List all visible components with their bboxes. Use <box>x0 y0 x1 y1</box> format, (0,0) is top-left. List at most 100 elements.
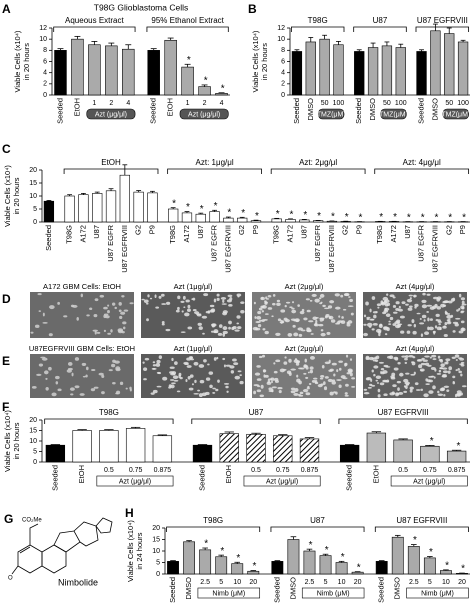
cell <box>372 323 378 326</box>
cell <box>218 324 223 328</box>
cell <box>273 362 276 365</box>
cell <box>408 294 413 297</box>
cell <box>143 367 148 371</box>
cell <box>405 383 410 386</box>
bar <box>199 549 212 575</box>
cell <box>158 295 162 299</box>
cell <box>183 306 186 309</box>
cell <box>314 298 320 303</box>
cell <box>324 307 330 310</box>
bar <box>291 51 303 96</box>
cell <box>382 379 388 383</box>
group-label: 95% Ethanol Extract <box>151 16 224 25</box>
cell <box>294 358 298 361</box>
bar <box>333 44 344 96</box>
cell <box>328 369 333 372</box>
group-bracket <box>63 168 159 174</box>
cell <box>375 379 378 382</box>
cell <box>426 311 429 313</box>
cell <box>304 358 307 363</box>
cell <box>119 315 123 320</box>
cell <box>436 306 442 310</box>
cell <box>205 310 210 314</box>
cell <box>220 296 227 300</box>
cell <box>81 362 87 366</box>
structure: G CO₂Me O Nimbolide <box>4 512 113 587</box>
cell <box>318 323 324 327</box>
cell <box>93 314 98 318</box>
significance-star: * <box>187 55 191 66</box>
cell <box>403 378 409 383</box>
cell <box>234 329 240 332</box>
y-tick-label: 4 <box>281 70 285 77</box>
cell <box>371 369 374 373</box>
cell <box>180 331 186 333</box>
group-bracket <box>167 168 262 174</box>
cell <box>460 320 465 324</box>
cell <box>396 380 401 384</box>
cell <box>190 358 195 361</box>
cell <box>107 304 110 307</box>
bond <box>19 546 31 554</box>
cell <box>70 393 74 396</box>
cell <box>229 365 235 369</box>
cell <box>443 385 450 388</box>
cell <box>156 359 161 364</box>
cell <box>397 362 401 365</box>
cell <box>194 311 200 315</box>
cell <box>203 293 209 297</box>
cell <box>48 333 53 337</box>
cell <box>365 377 370 381</box>
bar <box>423 557 436 575</box>
bar <box>319 555 332 575</box>
cell <box>309 366 314 370</box>
cell <box>292 324 296 328</box>
group-label: T98G <box>99 408 119 417</box>
cell <box>253 301 256 305</box>
cell <box>258 355 263 359</box>
y-axis-label: Viable Cells (x10⁴) <box>3 410 12 472</box>
cell <box>313 377 318 380</box>
cell <box>348 369 353 373</box>
cell <box>423 319 426 322</box>
cell <box>55 381 59 385</box>
cell <box>119 381 124 386</box>
x-tick-label: 0.75 <box>129 467 143 474</box>
cell <box>461 327 465 332</box>
cell <box>333 373 336 377</box>
cell <box>306 309 311 313</box>
cell <box>155 306 160 309</box>
cell <box>254 372 261 376</box>
x-tick-label: 4 <box>126 100 130 107</box>
cell <box>266 381 272 385</box>
group-label: T98G <box>203 516 223 525</box>
sublabel: TMZ(μM) <box>441 111 470 118</box>
cell <box>169 366 175 369</box>
x-tick-label: Seeded <box>55 98 64 124</box>
cell <box>172 375 179 380</box>
cell <box>377 394 381 398</box>
cell <box>427 364 432 367</box>
cell <box>192 309 197 312</box>
significance-star: * <box>303 210 307 221</box>
cell <box>303 365 309 368</box>
bar <box>215 556 228 575</box>
bar <box>366 432 387 463</box>
x-tick-label: P9 <box>355 225 364 234</box>
cell <box>209 384 213 389</box>
cell <box>334 293 340 297</box>
cell <box>264 301 268 305</box>
x-tick-label: 0.875 <box>301 467 319 474</box>
cell <box>168 384 172 388</box>
cell <box>150 392 155 395</box>
cell <box>297 394 302 396</box>
cell <box>442 370 448 374</box>
cell <box>296 378 301 383</box>
cell <box>319 377 324 380</box>
cell <box>426 304 432 307</box>
bar <box>192 444 213 463</box>
ring <box>73 521 99 547</box>
cell <box>432 305 437 309</box>
cell <box>422 292 426 296</box>
micrograph-label: Azt (4μg/μl) <box>396 282 435 291</box>
